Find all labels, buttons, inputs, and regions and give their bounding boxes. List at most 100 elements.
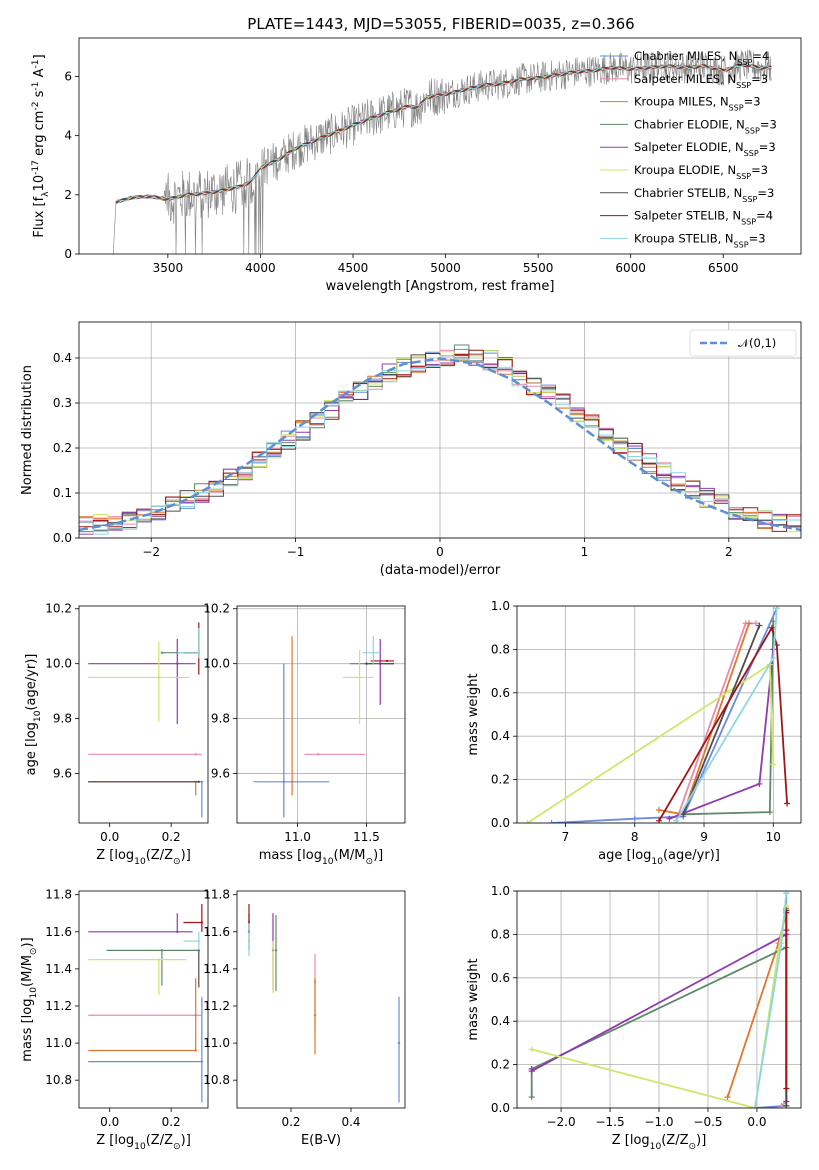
point-chabrier-miles	[200, 780, 204, 783]
y-tick-label: 9.6	[53, 767, 72, 781]
x-tick-label: 0.0	[747, 1115, 766, 1129]
plot-layer: 3500 4000 4500 5000 5500 6000 6500 0 2 4 6 waveleng…	[20, 37, 802, 1152]
point-kroupa-stelib	[372, 651, 375, 654]
y-tick-label: 11.6	[203, 925, 230, 939]
weight-marker-chabrier-miles	[548, 820, 555, 823]
y-tick-label: 0.8	[491, 927, 510, 941]
point-chabrier-stelib	[365, 662, 368, 665]
plot-area	[247, 903, 401, 1103]
panel-residuals: −2 −1 0 1 2 0.0 0.1 0.2 0.3 0.4 (data-model)/error…	[20, 321, 802, 578]
weight-marker-salpeter-elodie	[528, 1068, 535, 1075]
x-tick-label: 0.0	[100, 830, 119, 844]
x-tick-label: 5000	[430, 261, 461, 275]
axes-frame	[516, 890, 802, 1109]
point-chabrier-miles	[282, 780, 286, 783]
x-axis-label: Z [log10(Z/Z⊙)]	[612, 1133, 707, 1152]
legend-label: Chabrier ELODIE, NSSP=3	[634, 117, 777, 135]
gaussian-curve	[79, 357, 801, 532]
x-axis-label: Z [log10(Z/Z⊙)]	[96, 1133, 191, 1152]
y-tick-label: 6	[64, 69, 72, 83]
weight-marker-salpeter-miles	[752, 620, 759, 627]
point-salpeter-miles	[194, 753, 197, 756]
panel-weight-vs-age: 7 8 9 10 0.0 0.2 0.4 0.6 0.8 1.0 age [log10(age/yr…	[466, 599, 802, 867]
plot-area	[88, 903, 204, 1103]
x-tick-label: 9	[700, 830, 708, 844]
y-tick-label: 9.8	[211, 712, 230, 726]
weight-marker-kroupa-stelib	[751, 1105, 758, 1108]
y-tick-label: 11.8	[45, 888, 72, 902]
y-tick-label: 1.0	[491, 884, 510, 898]
legend-label: Kroupa ELODIE, NSSP=3	[634, 163, 768, 181]
x-tick-label: 0.4	[341, 1115, 360, 1129]
point-chabrier-miles	[200, 1060, 204, 1063]
point-chabrier-elodie	[274, 949, 278, 952]
x-tick-label: 11.0	[284, 830, 311, 844]
point-kroupa-miles	[290, 780, 294, 783]
legend-box	[689, 329, 797, 357]
weight-marker-kroupa-miles	[724, 1094, 731, 1101]
weight-marker-kroupa-elodie	[524, 820, 531, 823]
x-tick-label: 2	[725, 545, 733, 559]
point-kroupa-stelib	[197, 651, 200, 654]
y-tick-label: 10.2	[45, 602, 72, 616]
x-tick-label: 10	[766, 830, 781, 844]
weight-line-chabrier-stelib	[682, 625, 761, 815]
plot-area	[524, 606, 791, 823]
axes-frame	[78, 890, 209, 1109]
weight-marker-chabrier-miles	[631, 815, 638, 822]
weight-marker-kroupa-miles	[746, 620, 753, 627]
y-tick-label: 0.3	[53, 396, 72, 410]
weight-marker-salpeter-stelib	[783, 1085, 790, 1092]
x-axis-label: age [log10(age/yr)]	[598, 848, 720, 867]
point-chabrier-miles	[397, 1041, 401, 1045]
legend-label: Salpeter ELODIE, NSSP=3	[634, 140, 776, 158]
y-tick-label: 11.4	[45, 962, 72, 976]
y-axis-label: Normed distribution	[20, 365, 35, 495]
x-tick-label: −1.5	[595, 1115, 624, 1129]
x-tick-label: 6000	[615, 261, 646, 275]
x-tick-label: 0.2	[281, 1115, 300, 1129]
model-line-kroupa-stelib	[115, 63, 772, 202]
point-kroupa-stelib	[197, 939, 200, 943]
x-axis-label: mass [log10(M/M⊙)]	[259, 848, 383, 867]
point-kroupa-elodie	[157, 958, 161, 961]
axes-frame	[516, 605, 802, 824]
x-tick-label: 1	[581, 545, 589, 559]
y-axis-label: mass [log10(M/M⊙)]	[20, 937, 39, 1061]
y-tick-label: 0.1	[53, 486, 72, 500]
y-tick-label: 0.4	[491, 1014, 510, 1028]
y-tick-label: 1.0	[491, 599, 510, 613]
plot-area	[528, 891, 790, 1108]
y-axis-label: Flux [fλ10-17 erg cm-2 s-1 A-1]	[31, 54, 51, 237]
x-tick-label: −1	[287, 545, 305, 559]
x-tick-label: 8	[631, 830, 639, 844]
axes-frame	[236, 605, 406, 824]
y-tick-label: 11.0	[45, 1036, 72, 1050]
y-tick-label: 9.6	[211, 767, 230, 781]
weight-marker-salpeter-elodie	[756, 780, 763, 787]
x-tick-label: −2.0	[546, 1115, 575, 1129]
legend-label: 𝒩(0,1)	[738, 336, 776, 350]
x-axis-label: (data-model)/error	[380, 563, 501, 578]
weight-marker-salpeter-stelib	[784, 800, 791, 807]
y-axis-label: age [log10(age/yr)]	[24, 654, 43, 776]
y-tick-label: 9.8	[53, 712, 72, 726]
x-tick-label: −0.5	[693, 1115, 722, 1129]
point-kroupa-miles	[194, 1049, 197, 1052]
y-tick-label: 2	[64, 188, 72, 202]
weight-marker-salpeter-stelib	[783, 927, 790, 934]
x-tick-label: 11.5	[353, 830, 380, 844]
x-tick-label: −1.0	[644, 1115, 673, 1129]
y-tick-label: 11.0	[203, 1036, 230, 1050]
x-tick-label: 4500	[338, 261, 369, 275]
y-tick-label: 10.8	[45, 1073, 72, 1087]
y-tick-label: 10.0	[45, 657, 72, 671]
point-chabrier-elodie	[160, 949, 164, 952]
x-tick-label: 0.0	[100, 1115, 119, 1129]
point-chabrier-elodie	[160, 651, 164, 654]
x-tick-label: 0.2	[162, 1115, 181, 1129]
point-kroupa-elodie	[358, 676, 361, 679]
y-axis-label: mass weight	[466, 958, 481, 1040]
point-kroupa-stelib	[247, 939, 251, 943]
